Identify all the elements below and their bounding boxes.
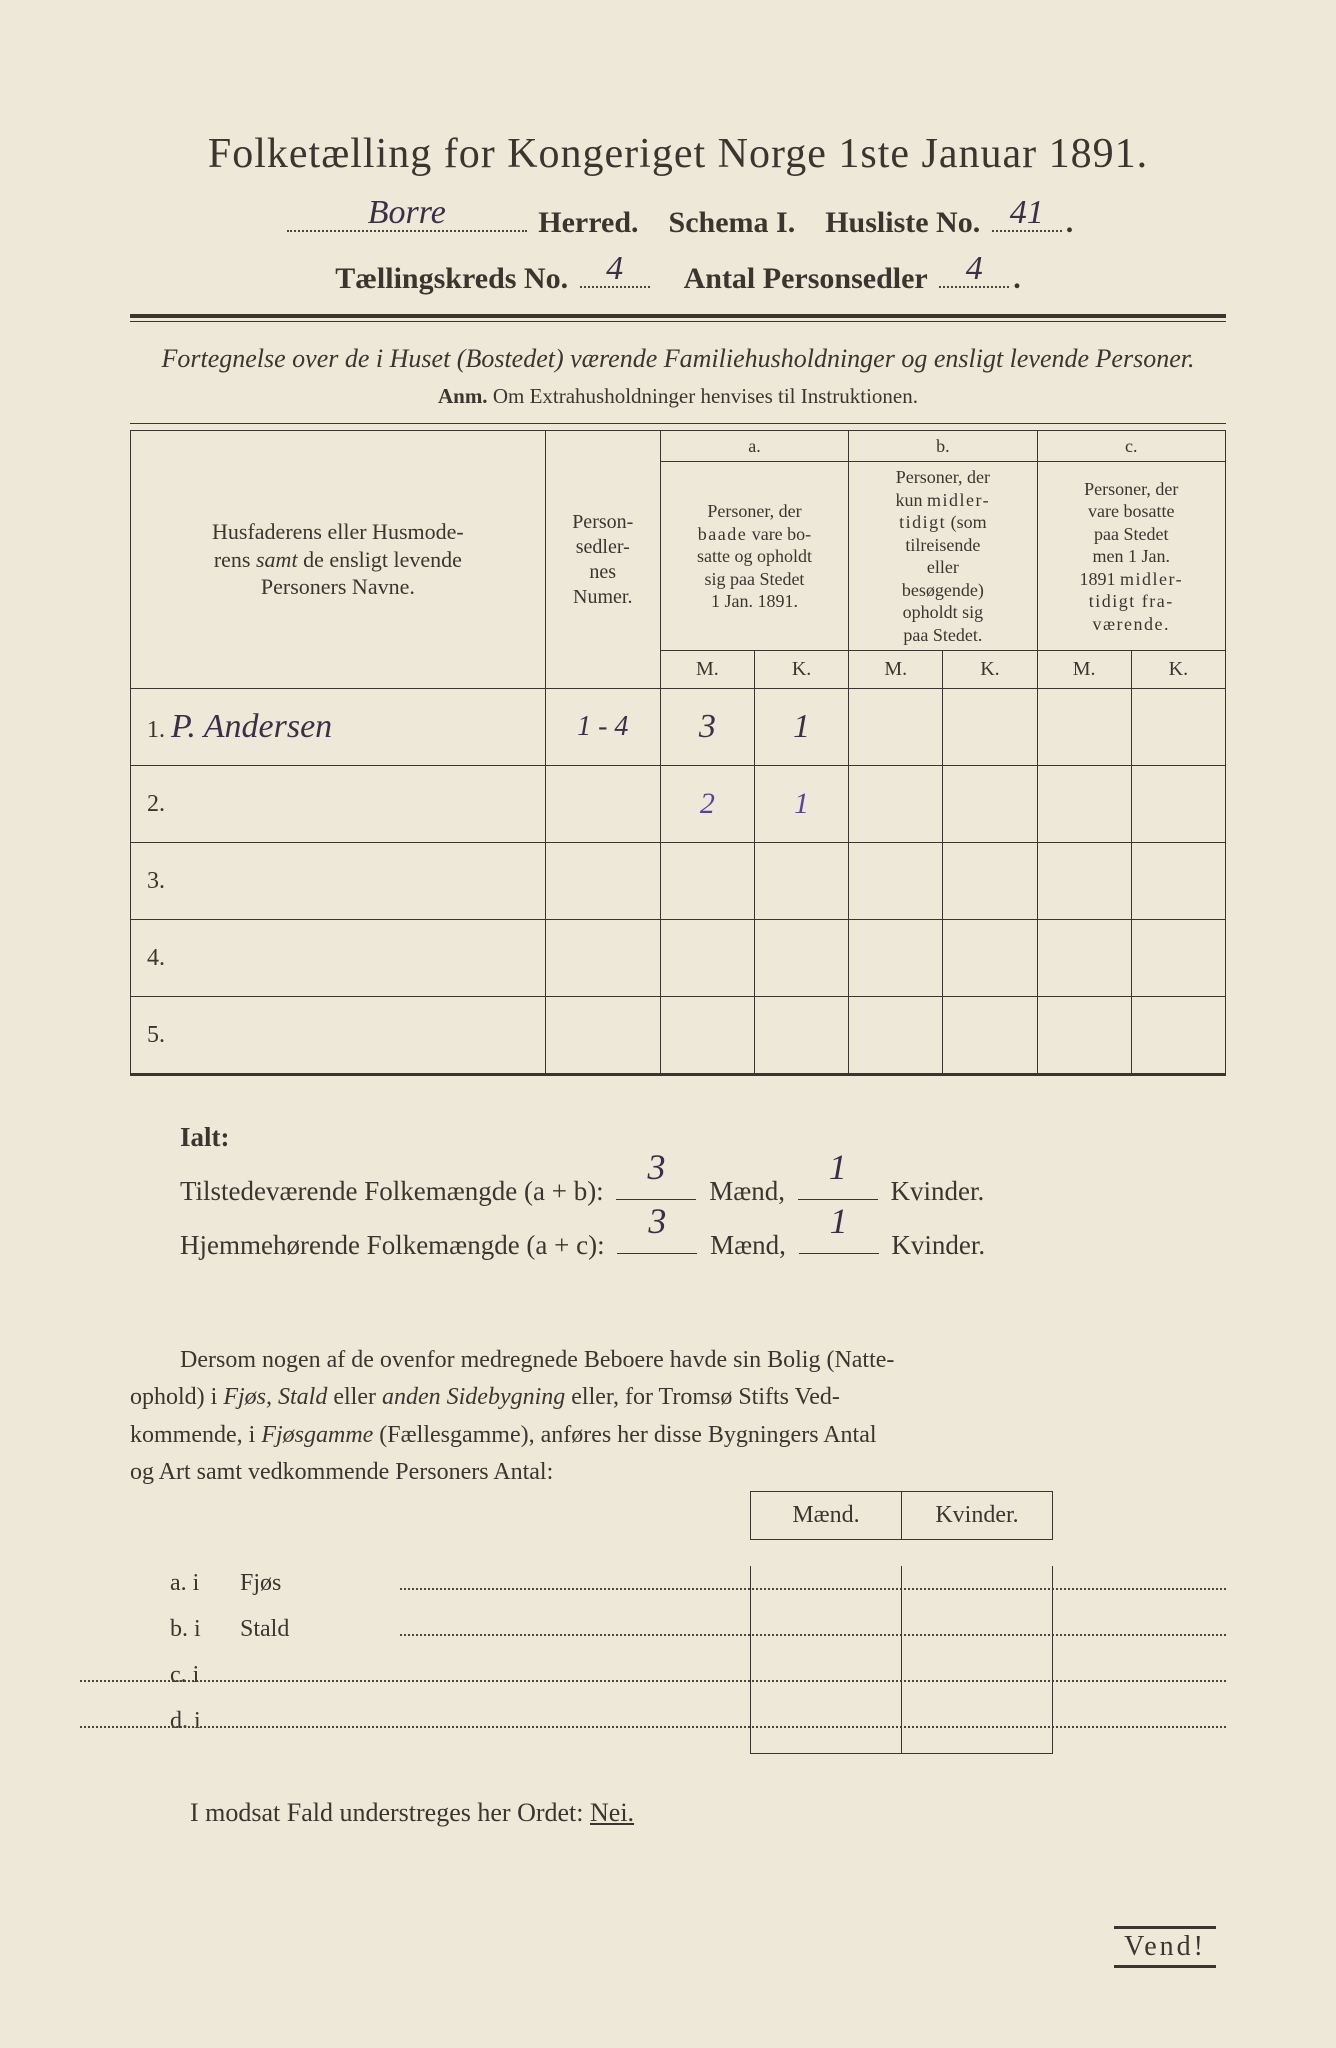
- herred-value: Borre: [287, 194, 527, 232]
- totals-block: Ialt: Tilstedeværende Folkemængde (a + b…: [180, 1110, 1226, 1272]
- table-row: 1. P. Andersen 1 - 4 3 1: [131, 689, 1226, 766]
- col-m: M.: [660, 651, 754, 689]
- outbuild-row: d. i: [170, 1708, 1226, 1754]
- table-row: 3.: [131, 843, 1226, 920]
- header-line-2: Tællingskreds No. 4 Antal Personsedler 4…: [130, 262, 1226, 296]
- col-header-names: Husfaderens eller Husmode-rens samt de e…: [131, 430, 546, 689]
- totals-resident: Hjemmehørende Folkemængde (a + c): 3 Mæn…: [180, 1218, 1226, 1272]
- table-row: 2. 2 1: [131, 766, 1226, 843]
- col-header-num: Person-sedler-nesNumer.: [545, 430, 660, 689]
- totals-present: Tilstedeværende Folkemængde (a + b): 3 M…: [180, 1164, 1226, 1218]
- antal-label: Antal Personsedler: [684, 262, 928, 295]
- col-k: K.: [1131, 651, 1225, 689]
- table-row: 4.: [131, 920, 1226, 997]
- maend-header: Mænd.: [750, 1491, 901, 1540]
- kreds-value: 4: [580, 250, 650, 288]
- col-group-c: c.: [1037, 430, 1225, 462]
- kreds-label: Tællingskreds No.: [335, 262, 568, 295]
- col-group-a: a.: [660, 430, 848, 462]
- census-form-page: Folketælling for Kongeriget Norge 1ste J…: [0, 0, 1336, 2048]
- nei-line: I modsat Fald understreges her Ordet: Ne…: [190, 1798, 1226, 1828]
- divider: [130, 321, 1226, 322]
- outbuild-row: b. i Stald: [170, 1616, 1226, 1662]
- col-k: K.: [943, 651, 1037, 689]
- ialt-label: Ialt:: [180, 1110, 1226, 1164]
- col-group-b: b.: [849, 430, 1037, 462]
- vend-label: Vend!: [1114, 1926, 1216, 1968]
- col-desc-c: Personer, dervare bosattepaa Stedetmen 1…: [1037, 462, 1225, 651]
- outbuild-row: a. i Fjøs: [170, 1570, 1226, 1616]
- col-m: M.: [849, 651, 943, 689]
- col-m: M.: [1037, 651, 1131, 689]
- col-k: K.: [754, 651, 848, 689]
- header-line-1: Borre Herred. Schema I. Husliste No. 41.: [130, 206, 1226, 240]
- household-table: Husfaderens eller Husmode-rens samt de e…: [130, 430, 1226, 1077]
- form-subtitle: Fortegnelse over de i Huset (Bostedet) v…: [130, 342, 1226, 376]
- outbuild-rows: a. i Fjøs b. i Stald c. i d. i: [170, 1570, 1226, 1754]
- outbuild-row: c. i: [170, 1662, 1226, 1708]
- divider: [130, 314, 1226, 318]
- form-annotation: Anm. Anm. Om Extrahusholdninger henvises…: [130, 384, 1226, 409]
- husliste-label: Husliste No.: [825, 206, 980, 239]
- divider: [130, 423, 1226, 424]
- schema-label: Schema I.: [669, 206, 796, 239]
- outbuild-mk-header: Mænd. Kvinder.: [750, 1491, 1226, 1540]
- husliste-value: 41: [992, 194, 1062, 232]
- kvinder-header: Kvinder.: [901, 1491, 1053, 1540]
- col-desc-a: Personer, derbaade vare bo-satte og opho…: [660, 462, 848, 651]
- antal-value: 4: [939, 250, 1009, 288]
- outbuilding-section: Mænd. Kvinder. a. i Fjøs b. i Stald c. i: [130, 1491, 1226, 1754]
- col-desc-b: Personer, derkun midler-tidigt (somtilre…: [849, 462, 1037, 651]
- outbuild-mk-cells: [750, 1566, 1053, 1754]
- page-title: Folketælling for Kongeriget Norge 1ste J…: [130, 130, 1226, 178]
- outbuilding-paragraph: Dersom nogen af de ovenfor medregnede Be…: [130, 1342, 1226, 1491]
- herred-label: Herred.: [538, 206, 638, 239]
- table-row: 5.: [131, 997, 1226, 1075]
